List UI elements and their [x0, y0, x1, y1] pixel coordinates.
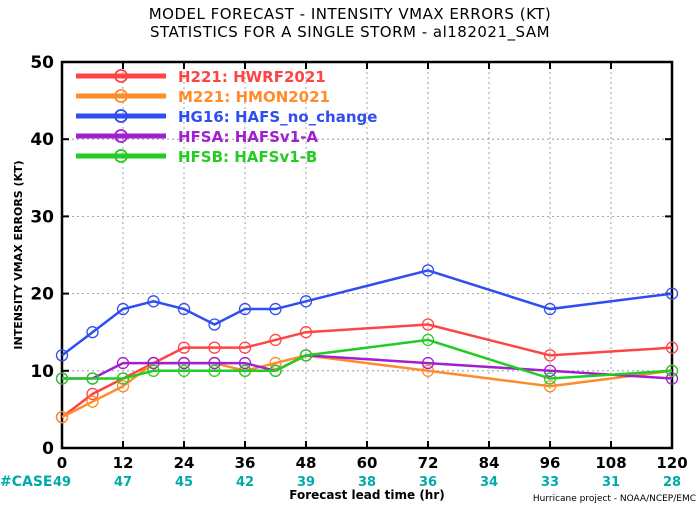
chart-title: MODEL FORECAST - INTENSITY VMAX ERRORS (… — [149, 5, 552, 23]
x-tick-label: 108 — [595, 454, 626, 472]
case-count: 47 — [114, 475, 132, 490]
data-point-4 — [177, 364, 191, 377]
data-point-2 — [543, 302, 557, 316]
legend-label-2: HG16: HAFS_no_change — [178, 108, 377, 126]
data-point-4 — [116, 372, 130, 385]
case-count: 33 — [541, 475, 559, 490]
case-count: 42 — [236, 475, 254, 490]
legend-label-3: HFSA: HAFSv1-A — [178, 128, 318, 146]
data-point-0 — [421, 318, 435, 331]
chart-subtitle: STATISTICS FOR A SINGLE STORM - al182021… — [150, 23, 550, 42]
x-tick-label: 24 — [174, 454, 195, 472]
data-point-1 — [86, 395, 99, 408]
data-point-0 — [665, 341, 679, 354]
data-point-2 — [269, 302, 282, 316]
legend-label-4: HFSB: HAFSv1-B — [178, 148, 317, 166]
data-point-0 — [269, 333, 282, 347]
y-tick-label: 0 — [42, 439, 54, 459]
y-tick-label: 50 — [30, 53, 54, 73]
y-tick-label: 10 — [30, 362, 54, 382]
data-point-4 — [238, 364, 252, 377]
x-tick-label: 84 — [479, 454, 500, 472]
y-tick-label: 40 — [30, 130, 54, 150]
data-point-4 — [543, 372, 557, 385]
legend-marker-3 — [114, 129, 128, 143]
y-tick-label: 30 — [30, 207, 54, 227]
legend-marker-2 — [114, 109, 128, 123]
legend-label-0: H221: HWRF2021 — [178, 68, 326, 86]
x-axis-label: Forecast lead time (hr) — [289, 488, 445, 502]
data-point-2 — [665, 287, 679, 300]
data-point-2 — [116, 302, 130, 316]
x-tick-label: 12 — [113, 454, 134, 472]
data-point-2 — [421, 264, 435, 277]
case-count: 38 — [358, 475, 376, 490]
data-point-0 — [208, 341, 221, 354]
data-point-1 — [543, 380, 557, 393]
data-point-4 — [299, 349, 313, 362]
data-point-4 — [421, 333, 435, 347]
data-point-3 — [177, 356, 191, 370]
data-point-2 — [86, 326, 99, 339]
data-point-3 — [543, 364, 557, 377]
x-tick-label: 48 — [296, 454, 317, 472]
data-point-3 — [116, 356, 130, 370]
data-point-4 — [147, 364, 160, 377]
data-point-3 — [147, 356, 160, 370]
data-point-3 — [238, 356, 252, 370]
case-count: 31 — [602, 475, 620, 490]
data-point-1 — [116, 380, 130, 393]
data-point-4 — [208, 364, 221, 377]
data-point-2 — [299, 295, 313, 308]
data-point-3 — [665, 372, 679, 385]
data-point-1 — [55, 410, 69, 424]
data-point-1 — [269, 356, 282, 370]
data-point-0 — [238, 341, 252, 354]
x-tick-label: 60 — [357, 454, 378, 472]
case-count: 28 — [663, 475, 681, 490]
data-point-3 — [421, 356, 435, 370]
data-point-0 — [86, 387, 99, 401]
data-point-0 — [177, 341, 191, 354]
case-count: 45 — [175, 475, 193, 490]
data-point-4 — [665, 364, 679, 377]
y-axis-label: INTENSITY VMAX ERRORS (KT) — [12, 160, 25, 349]
legend-marker-1 — [114, 89, 128, 103]
y-tick-label: 20 — [30, 285, 54, 305]
x-tick-label: 96 — [540, 454, 561, 472]
legend-marker-4 — [114, 149, 128, 163]
x-tick-label: 72 — [418, 454, 439, 472]
x-tick-label: 36 — [235, 454, 256, 472]
data-point-0 — [543, 349, 557, 362]
case-count: 49 — [53, 475, 71, 490]
legend-label-1: M221: HMON2021 — [178, 88, 330, 106]
data-point-3 — [208, 356, 221, 370]
legend-marker-0 — [114, 69, 128, 83]
footer-credit: Hurricane project - NOAA/NCEP/EMC — [533, 494, 696, 504]
x-tick-label: 0 — [57, 454, 67, 472]
data-point-2 — [147, 295, 160, 308]
data-point-2 — [55, 349, 69, 362]
series-line-3 — [62, 354, 673, 380]
data-point-2 — [238, 302, 252, 316]
case-count: 39 — [297, 475, 315, 490]
case-label: #CASE — [0, 474, 53, 490]
data-point-2 — [208, 318, 221, 331]
data-point-2 — [177, 302, 191, 316]
data-point-4 — [269, 364, 282, 377]
data-point-0 — [299, 326, 313, 339]
x-tick-label: 120 — [656, 454, 687, 472]
data-point-4 — [55, 372, 69, 385]
data-point-4 — [86, 372, 99, 385]
case-count: 34 — [480, 475, 498, 490]
series-line-2 — [61, 269, 673, 357]
data-point-1 — [421, 364, 435, 377]
case-count: 36 — [419, 475, 437, 490]
